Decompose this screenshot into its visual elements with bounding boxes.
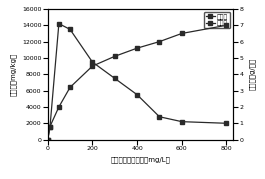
锌含量 bbox=[57, 23, 60, 25]
锌含量 bbox=[91, 61, 94, 63]
生物量 bbox=[158, 41, 161, 43]
X-axis label: 培养基中的锌浓度（mg/L）: 培养基中的锌浓度（mg/L） bbox=[111, 156, 170, 163]
锌含量 bbox=[135, 94, 139, 96]
生物量 bbox=[91, 65, 94, 67]
生物量 bbox=[225, 24, 228, 26]
生物量 bbox=[57, 106, 60, 108]
锌含量 bbox=[46, 139, 49, 141]
生物量 bbox=[113, 55, 116, 57]
锌含量 bbox=[68, 28, 72, 30]
Y-axis label: 锌含量（mg/kg）: 锌含量（mg/kg） bbox=[10, 53, 16, 96]
生物量 bbox=[46, 139, 49, 141]
锌含量 bbox=[158, 116, 161, 118]
生物量 bbox=[135, 47, 139, 49]
锌含量 bbox=[225, 122, 228, 124]
锌含量 bbox=[113, 77, 116, 79]
锌含量 bbox=[48, 126, 51, 129]
锌含量 bbox=[180, 121, 183, 123]
Line: 生物量: 生物量 bbox=[46, 24, 228, 141]
生物量 bbox=[180, 32, 183, 35]
Legend: 锌含量, 生物量: 锌含量, 生物量 bbox=[204, 12, 230, 28]
Y-axis label: 生物量（g/瓶）: 生物量（g/瓶） bbox=[249, 58, 256, 90]
生物量 bbox=[68, 86, 72, 88]
Line: 锌含量: 锌含量 bbox=[46, 22, 228, 141]
生物量 bbox=[48, 125, 51, 128]
